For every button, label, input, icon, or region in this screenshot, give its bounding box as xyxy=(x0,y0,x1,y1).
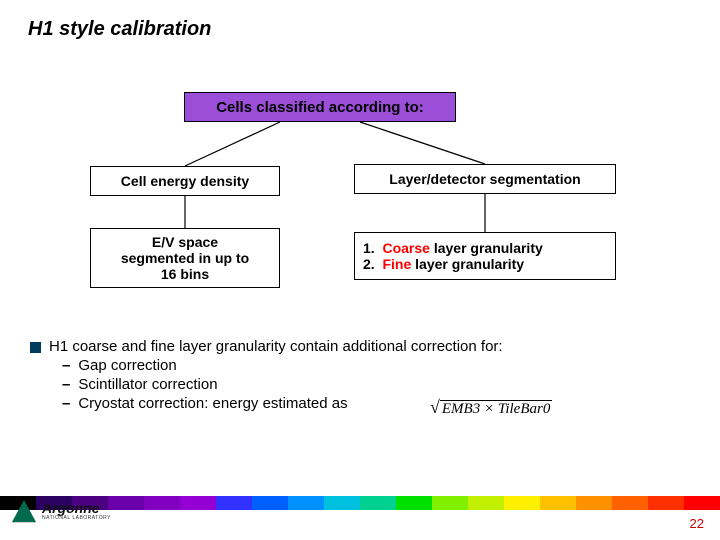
logo-sub-text: NATIONAL LABORATORY xyxy=(42,515,111,521)
box-granularity-list: 1. Coarse layer granularity2. Fine layer… xyxy=(354,232,616,280)
box-cell-energy-density: Cell energy density xyxy=(90,166,280,196)
logo-triangle-icon xyxy=(12,500,36,522)
box-ev-space: E/V spacesegmented in up to16 bins xyxy=(90,228,280,288)
slide-title: H1 style calibration xyxy=(28,18,211,41)
dash-icon: – xyxy=(62,395,70,412)
box-layer-segmentation: Layer/detector segmentation xyxy=(354,164,616,194)
footer: Argonne NATIONAL LABORATORY 22 xyxy=(0,496,720,540)
bullet-sub-1: – Scintillator correction xyxy=(62,376,503,393)
box-root: Cells classified according to: xyxy=(184,92,456,122)
argonne-logo: Argonne NATIONAL LABORATORY xyxy=(12,500,111,522)
page-number: 22 xyxy=(690,516,704,531)
bullet-square-icon xyxy=(30,342,41,353)
bullet-main: H1 coarse and fine layer granularity con… xyxy=(30,338,503,355)
logo-main-text: Argonne xyxy=(42,501,111,515)
bullet-sub-0: – Gap correction xyxy=(62,357,503,374)
dash-icon: – xyxy=(62,357,70,374)
dash-icon: – xyxy=(62,376,70,393)
footer-bar: Argonne NATIONAL LABORATORY 22 xyxy=(0,510,720,540)
bullet-main-text: H1 coarse and fine layer granularity con… xyxy=(49,338,503,355)
formula: √EMB3 × TileBar0 xyxy=(430,397,552,418)
